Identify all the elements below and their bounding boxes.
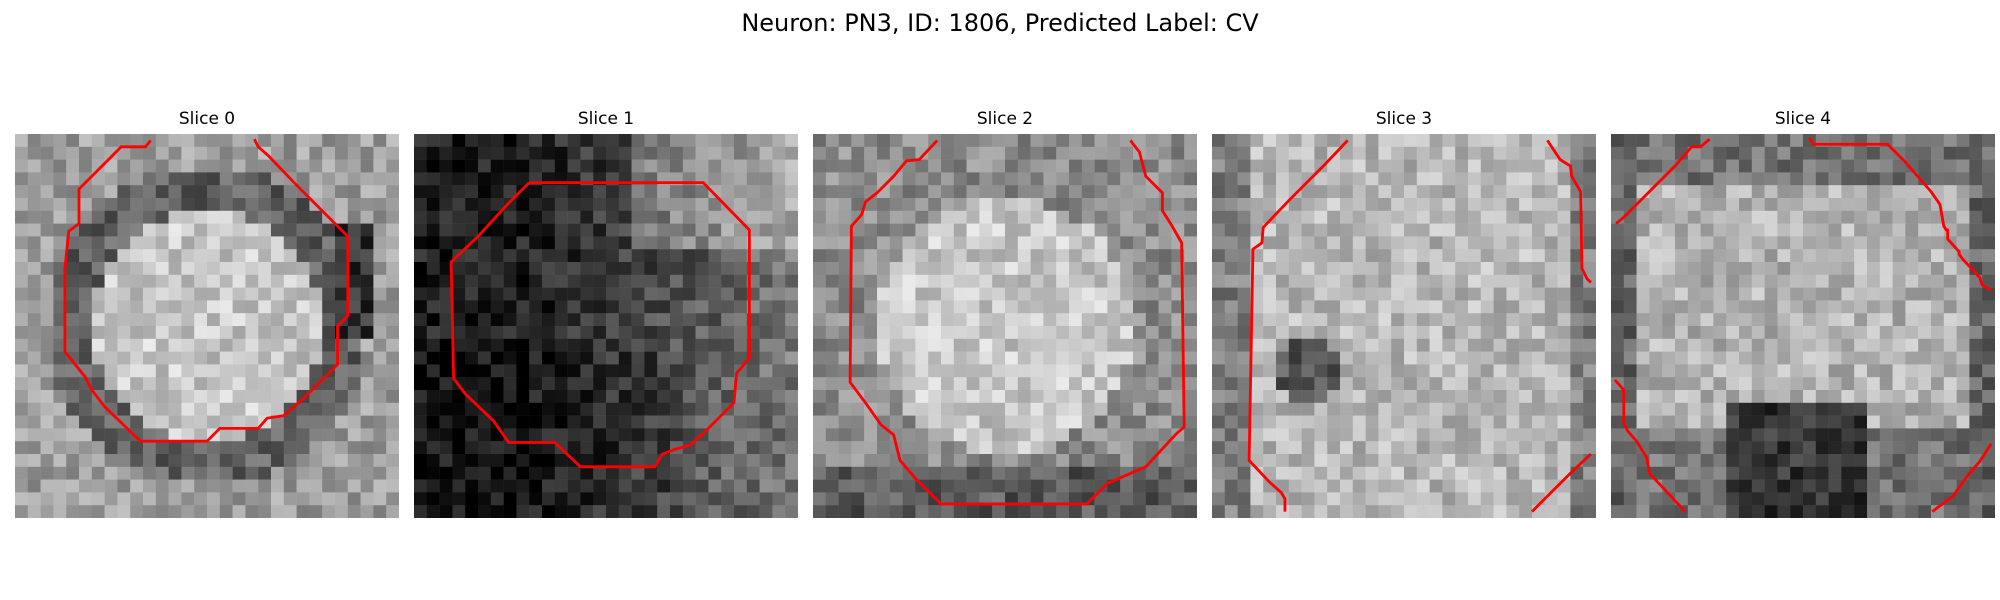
slice-image	[813, 134, 1197, 518]
slice-title: Slice 0	[178, 109, 236, 129]
contour-line	[63, 138, 350, 443]
slice-image	[1212, 134, 1596, 518]
slice-title: Slice 2	[976, 109, 1034, 129]
slice-title: Slice 1	[577, 109, 635, 129]
contour-line	[1613, 378, 1687, 513]
contour-line	[1531, 452, 1592, 513]
contour-line	[1546, 139, 1592, 284]
contour-line	[848, 139, 1186, 506]
figure-title: Neuron: PN3, ID: 1806, Predicted Label: …	[741, 9, 1259, 37]
contour-line	[1247, 139, 1349, 512]
slice-image	[414, 134, 798, 518]
contour-line	[1808, 137, 1992, 292]
slice-title: Slice 3	[1375, 109, 1433, 129]
contour-line	[1931, 442, 1993, 513]
contour-line	[1615, 138, 1711, 225]
slice-title: Slice 4	[1774, 109, 1832, 129]
slice-image	[1611, 134, 1995, 518]
contour-line	[449, 181, 751, 469]
slice-image	[15, 134, 399, 518]
